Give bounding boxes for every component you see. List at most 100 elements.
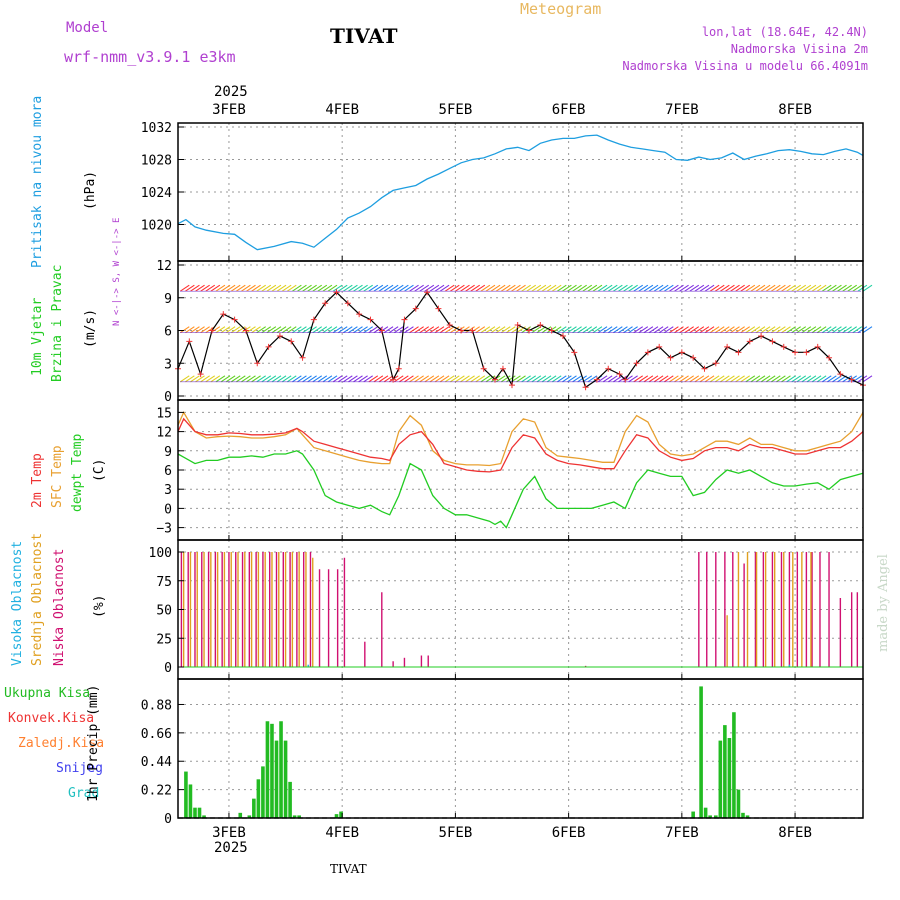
wind-barb xyxy=(709,375,720,383)
wind-barb xyxy=(623,284,633,292)
wind-barb xyxy=(735,326,745,334)
low-cloud-label: Niska Oblacnost xyxy=(52,548,67,666)
wind-barb xyxy=(618,375,628,383)
wind-barb xyxy=(674,326,684,334)
wind-barb xyxy=(658,326,669,334)
wind-barb xyxy=(200,326,210,334)
wind-barb xyxy=(332,326,343,334)
wind-barb xyxy=(312,284,323,292)
wind-barb xyxy=(348,284,358,292)
wind-speed-marker xyxy=(826,354,833,361)
wind-barb xyxy=(236,326,246,334)
wind-barb xyxy=(470,284,480,292)
precip-bar xyxy=(703,807,708,818)
wind-barb xyxy=(363,375,373,383)
wind-barb xyxy=(246,375,256,383)
wind-barb xyxy=(582,375,593,383)
wind-barb xyxy=(368,326,379,334)
wind-barb xyxy=(500,284,511,292)
wind-barb xyxy=(628,284,638,292)
wind-barb xyxy=(801,284,812,292)
wind-barb xyxy=(806,284,817,292)
wind-barb xyxy=(765,284,776,292)
wind-barb xyxy=(383,326,394,334)
wind-barb xyxy=(689,375,700,383)
wind-barb xyxy=(465,375,475,383)
cloud-ytick-75: 75 xyxy=(156,575,172,590)
wind-barb xyxy=(567,284,577,292)
wind-barb xyxy=(862,284,873,292)
wind-barb xyxy=(770,326,781,334)
wind-speed-marker xyxy=(690,354,697,361)
x-tick-top-4FEB: 4FEB xyxy=(325,102,359,118)
wind-barb xyxy=(485,284,496,292)
wind-speed-marker xyxy=(446,322,453,329)
wind-barb xyxy=(658,284,669,292)
wind-barb xyxy=(745,375,756,383)
wind-barb xyxy=(725,326,735,334)
precip-snow-label: Snijeg xyxy=(56,761,103,776)
wind-barb xyxy=(811,284,822,292)
wind-unit: (m/s) xyxy=(83,308,98,348)
wind-barb xyxy=(531,284,542,292)
wind-barb xyxy=(816,284,827,292)
wind-speed-marker xyxy=(837,371,844,378)
wind-barb xyxy=(368,284,379,292)
wind-barb xyxy=(327,326,338,334)
wind-speed-marker xyxy=(701,365,708,372)
wind-barb xyxy=(297,326,307,334)
wind-barb xyxy=(694,284,705,292)
wind-barb xyxy=(776,284,786,292)
wind-barb xyxy=(302,375,312,383)
wind-label-1: 10m Vjetar xyxy=(30,297,45,376)
wind-barb xyxy=(806,375,817,383)
sfc-label: SFC Temp xyxy=(50,445,65,508)
wind-barb xyxy=(297,284,307,292)
wind-barb xyxy=(434,375,445,383)
wind-barb xyxy=(332,284,343,292)
wind-barb xyxy=(429,326,440,334)
precip-ytick-0.44: 0.44 xyxy=(141,755,172,770)
wind-barb xyxy=(628,375,638,383)
wind-speed-marker xyxy=(514,322,521,329)
wind-barb xyxy=(587,375,598,383)
wind-barb xyxy=(373,284,384,292)
wind-barb xyxy=(587,284,598,292)
wind-speed-marker xyxy=(582,384,589,391)
precip-bar xyxy=(283,740,288,818)
wind-speed-marker xyxy=(231,316,238,323)
wind-barb xyxy=(495,375,506,383)
precip-bar xyxy=(297,815,301,818)
wind-barb xyxy=(480,326,491,334)
precip-bar xyxy=(184,771,188,818)
wind-barb xyxy=(704,326,715,334)
wind-barb xyxy=(709,326,720,334)
wind-barb xyxy=(195,375,205,383)
wind-barb xyxy=(791,284,801,292)
lonlat-label: lon,lat (18.64E, 42.4N) xyxy=(701,25,868,39)
wind-barb xyxy=(317,326,328,334)
wind-barb xyxy=(801,375,812,383)
wind-barb xyxy=(730,284,740,292)
wind-barb xyxy=(337,284,348,292)
year-top: 2025 xyxy=(214,84,248,100)
wind-barb xyxy=(602,326,613,334)
wind-barb xyxy=(251,326,261,334)
precip-unit: 1hr Precip (mm) xyxy=(86,684,101,802)
wind-barb xyxy=(460,375,470,383)
wind-barb xyxy=(185,284,195,292)
wind-barb xyxy=(567,375,577,383)
wind-barb xyxy=(720,326,730,334)
wind-barb xyxy=(679,375,689,383)
wind-barb xyxy=(419,326,430,334)
wind-speed-marker xyxy=(469,327,476,334)
wind-barb xyxy=(393,375,404,383)
wind-barb xyxy=(546,284,557,292)
wind-barb xyxy=(562,326,572,334)
wind-barb xyxy=(551,375,562,383)
wind-speed-marker xyxy=(288,338,295,345)
wind-barb xyxy=(776,375,786,383)
wind-barb xyxy=(516,284,526,292)
wind-speed-marker xyxy=(395,365,402,372)
wind-barb xyxy=(307,284,317,292)
